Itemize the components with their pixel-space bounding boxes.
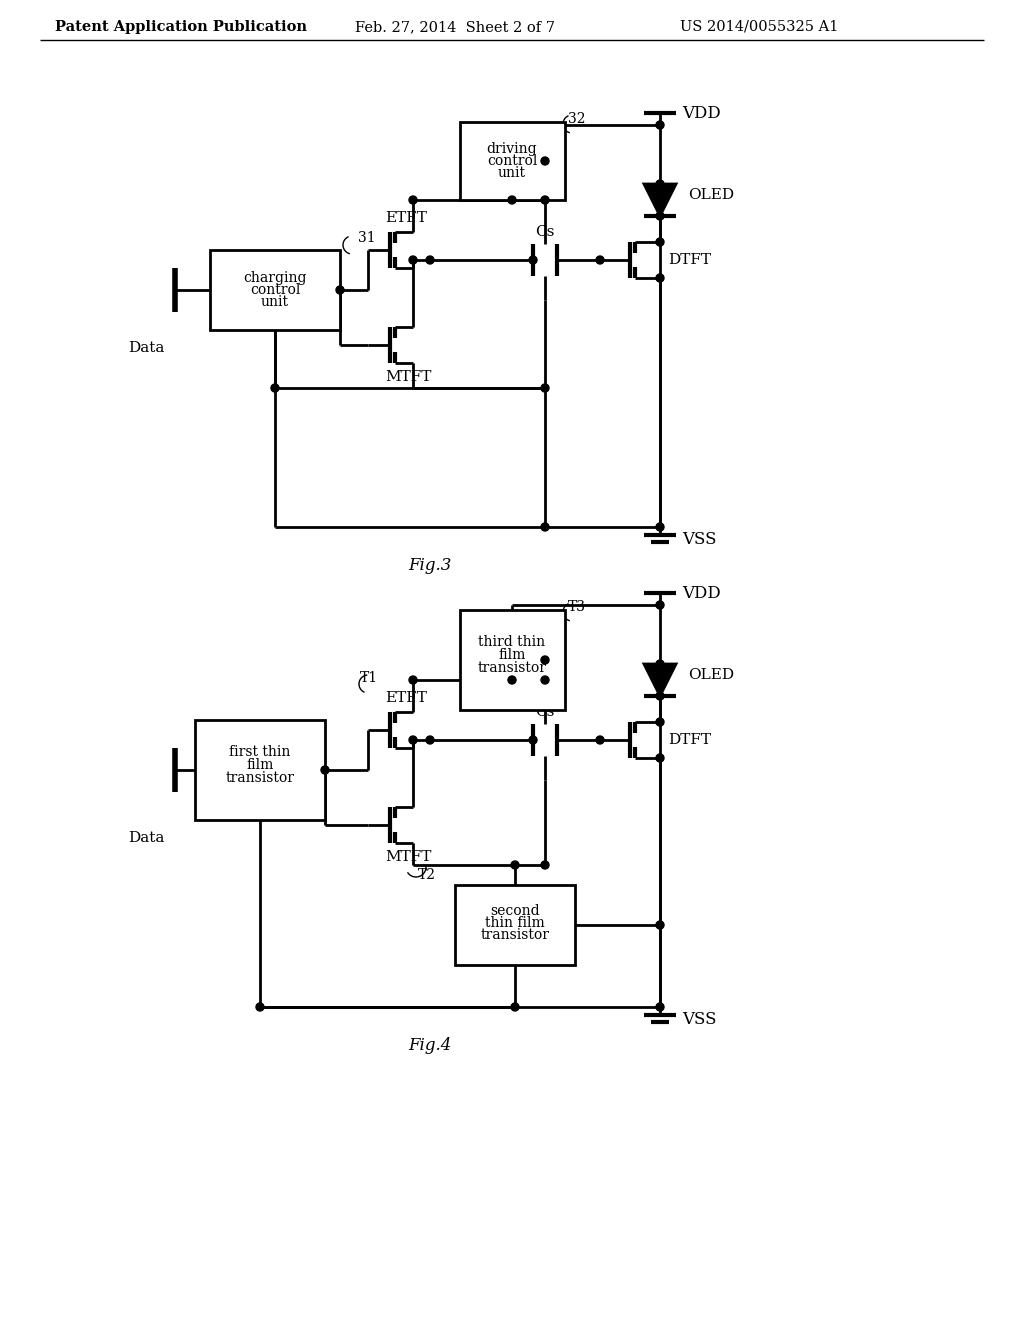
- Circle shape: [656, 1003, 664, 1011]
- Bar: [195, 719, 325, 820]
- Text: 32: 32: [568, 112, 586, 125]
- Circle shape: [409, 256, 417, 264]
- Circle shape: [409, 676, 417, 684]
- Text: Feb. 27, 2014  Sheet 2 of 7: Feb. 27, 2014 Sheet 2 of 7: [355, 20, 555, 34]
- Circle shape: [656, 121, 664, 129]
- Text: thin film: thin film: [485, 916, 545, 931]
- Circle shape: [511, 1003, 519, 1011]
- Text: transistor: transistor: [480, 928, 550, 942]
- Text: OLED: OLED: [688, 187, 734, 202]
- Text: driving: driving: [486, 143, 538, 156]
- Circle shape: [426, 256, 434, 264]
- Circle shape: [656, 180, 664, 187]
- Circle shape: [541, 523, 549, 531]
- Circle shape: [596, 737, 604, 744]
- Circle shape: [656, 213, 664, 220]
- Circle shape: [508, 676, 516, 684]
- Text: T2: T2: [418, 869, 436, 882]
- Circle shape: [656, 718, 664, 726]
- Text: control: control: [486, 154, 538, 168]
- Text: VDD: VDD: [682, 104, 721, 121]
- Circle shape: [511, 861, 519, 869]
- Text: film: film: [247, 758, 273, 772]
- Circle shape: [336, 286, 344, 294]
- Text: 31: 31: [358, 231, 376, 246]
- Text: Data: Data: [129, 832, 165, 845]
- Text: third thin: third thin: [478, 635, 546, 649]
- Text: US 2014/0055325 A1: US 2014/0055325 A1: [680, 20, 839, 34]
- Circle shape: [271, 384, 279, 392]
- Circle shape: [541, 157, 549, 165]
- Text: T3: T3: [568, 601, 586, 614]
- Text: film: film: [499, 648, 525, 663]
- Text: VDD: VDD: [682, 585, 721, 602]
- Text: MTFT: MTFT: [385, 370, 431, 384]
- Text: unit: unit: [498, 166, 526, 180]
- Circle shape: [656, 921, 664, 929]
- Circle shape: [321, 766, 329, 774]
- Circle shape: [541, 861, 549, 869]
- Circle shape: [656, 660, 664, 668]
- Text: MTFT: MTFT: [385, 850, 431, 865]
- Text: DTFT: DTFT: [668, 733, 711, 747]
- Polygon shape: [644, 183, 676, 216]
- Circle shape: [541, 656, 549, 664]
- Circle shape: [409, 737, 417, 744]
- Circle shape: [656, 692, 664, 700]
- Bar: [460, 610, 565, 710]
- Circle shape: [541, 384, 549, 392]
- Text: unit: unit: [261, 294, 289, 309]
- Circle shape: [529, 256, 537, 264]
- Text: Data: Data: [129, 341, 165, 355]
- Text: first thin: first thin: [229, 744, 291, 759]
- Circle shape: [529, 737, 537, 744]
- Text: Cs: Cs: [536, 705, 555, 719]
- Bar: [460, 121, 565, 201]
- Text: DTFT: DTFT: [668, 253, 711, 267]
- Circle shape: [541, 195, 549, 205]
- Circle shape: [541, 676, 549, 684]
- Polygon shape: [644, 664, 676, 696]
- Text: control: control: [250, 282, 300, 297]
- Circle shape: [409, 195, 417, 205]
- Text: Fig.3: Fig.3: [409, 557, 452, 573]
- Circle shape: [508, 195, 516, 205]
- Text: T1: T1: [360, 671, 378, 685]
- Text: transistor: transistor: [477, 661, 547, 675]
- Text: Patent Application Publication: Patent Application Publication: [55, 20, 307, 34]
- Text: VSS: VSS: [682, 531, 717, 548]
- Text: VSS: VSS: [682, 1011, 717, 1027]
- Text: ETFT: ETFT: [385, 690, 427, 705]
- Bar: [455, 884, 575, 965]
- Circle shape: [656, 238, 664, 246]
- Text: OLED: OLED: [688, 668, 734, 682]
- Circle shape: [596, 256, 604, 264]
- Text: Cs: Cs: [536, 224, 555, 239]
- Circle shape: [256, 1003, 264, 1011]
- Text: Fig.4: Fig.4: [409, 1036, 452, 1053]
- Text: transistor: transistor: [225, 771, 295, 785]
- Text: second: second: [490, 904, 540, 917]
- Circle shape: [656, 754, 664, 762]
- Circle shape: [656, 523, 664, 531]
- Circle shape: [426, 737, 434, 744]
- Text: charging: charging: [244, 271, 307, 285]
- Circle shape: [656, 601, 664, 609]
- Circle shape: [656, 275, 664, 282]
- Text: ETFT: ETFT: [385, 211, 427, 224]
- Bar: [210, 249, 340, 330]
